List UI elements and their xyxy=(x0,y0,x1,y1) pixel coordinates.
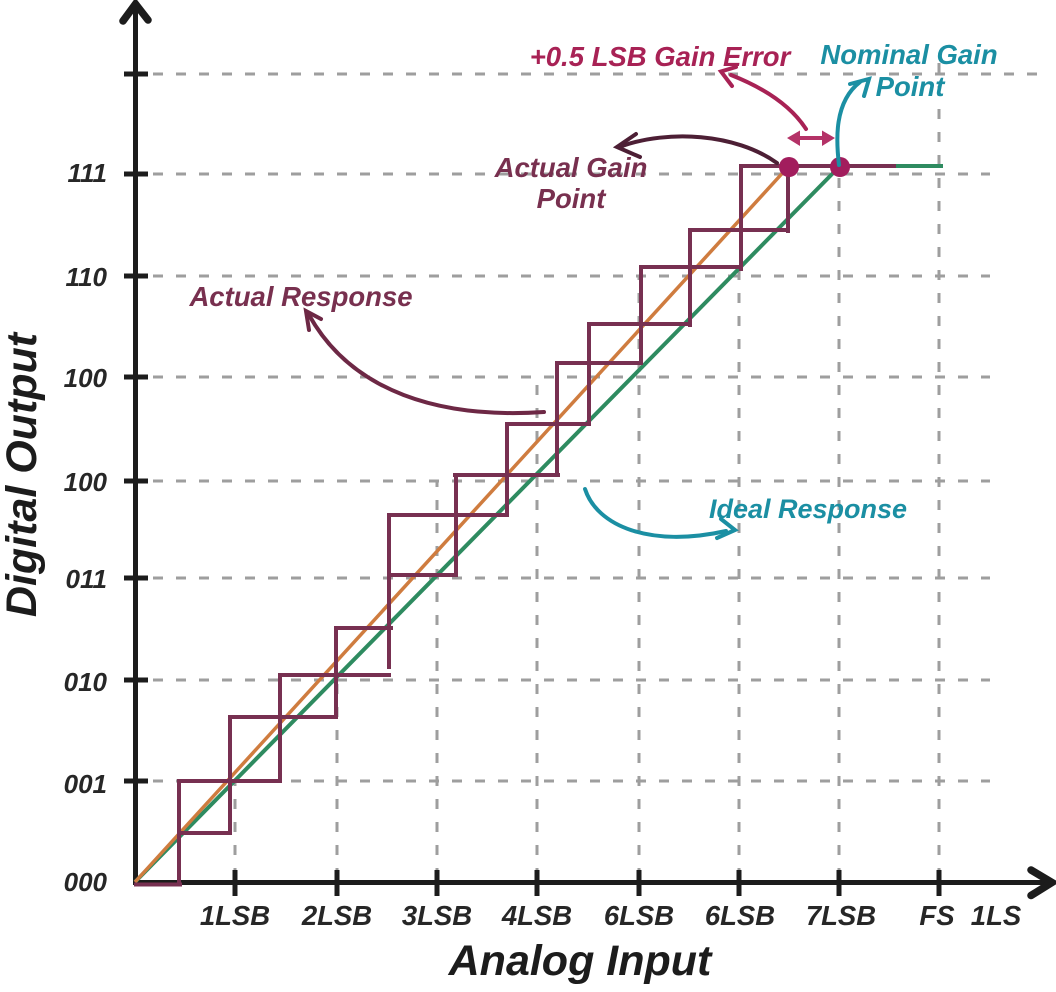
svg-text:2LSB: 2LSB xyxy=(301,900,372,931)
svg-text:010: 010 xyxy=(64,667,108,697)
svg-text:111: 111 xyxy=(67,158,107,188)
svg-text:Actual Response: Actual Response xyxy=(188,281,412,312)
svg-text:6LSB: 6LSB xyxy=(705,900,775,931)
svg-text:6LSB: 6LSB xyxy=(604,900,674,931)
svg-text:7LSB: 7LSB xyxy=(806,900,876,931)
svg-text:Digital Output: Digital Output xyxy=(0,331,46,617)
svg-text:Point: Point xyxy=(876,71,947,102)
svg-text:Ideal Response: Ideal Response xyxy=(709,494,907,524)
svg-text:Point: Point xyxy=(537,183,608,214)
svg-text:3LSB: 3LSB xyxy=(402,900,472,931)
svg-text:1LSB: 1LSB xyxy=(200,900,270,931)
svg-text:4LSB: 4LSB xyxy=(501,900,572,931)
svg-text:FS: FS xyxy=(919,900,955,931)
svg-text:Actual Gain: Actual Gain xyxy=(494,152,648,183)
svg-text:Analog Input: Analog Input xyxy=(448,937,713,985)
svg-text:100: 100 xyxy=(64,363,108,393)
svg-text:1LS: 1LS xyxy=(971,900,1022,931)
svg-text:000: 000 xyxy=(64,867,108,897)
svg-text:+0.5 LSB Gain Error: +0.5 LSB Gain Error xyxy=(530,41,792,72)
svg-text:100: 100 xyxy=(64,467,108,497)
svg-text:110: 110 xyxy=(66,262,108,292)
svg-text:011: 011 xyxy=(66,564,107,594)
svg-text:001: 001 xyxy=(64,769,107,799)
svg-text:Nominal Gain: Nominal Gain xyxy=(820,39,997,70)
